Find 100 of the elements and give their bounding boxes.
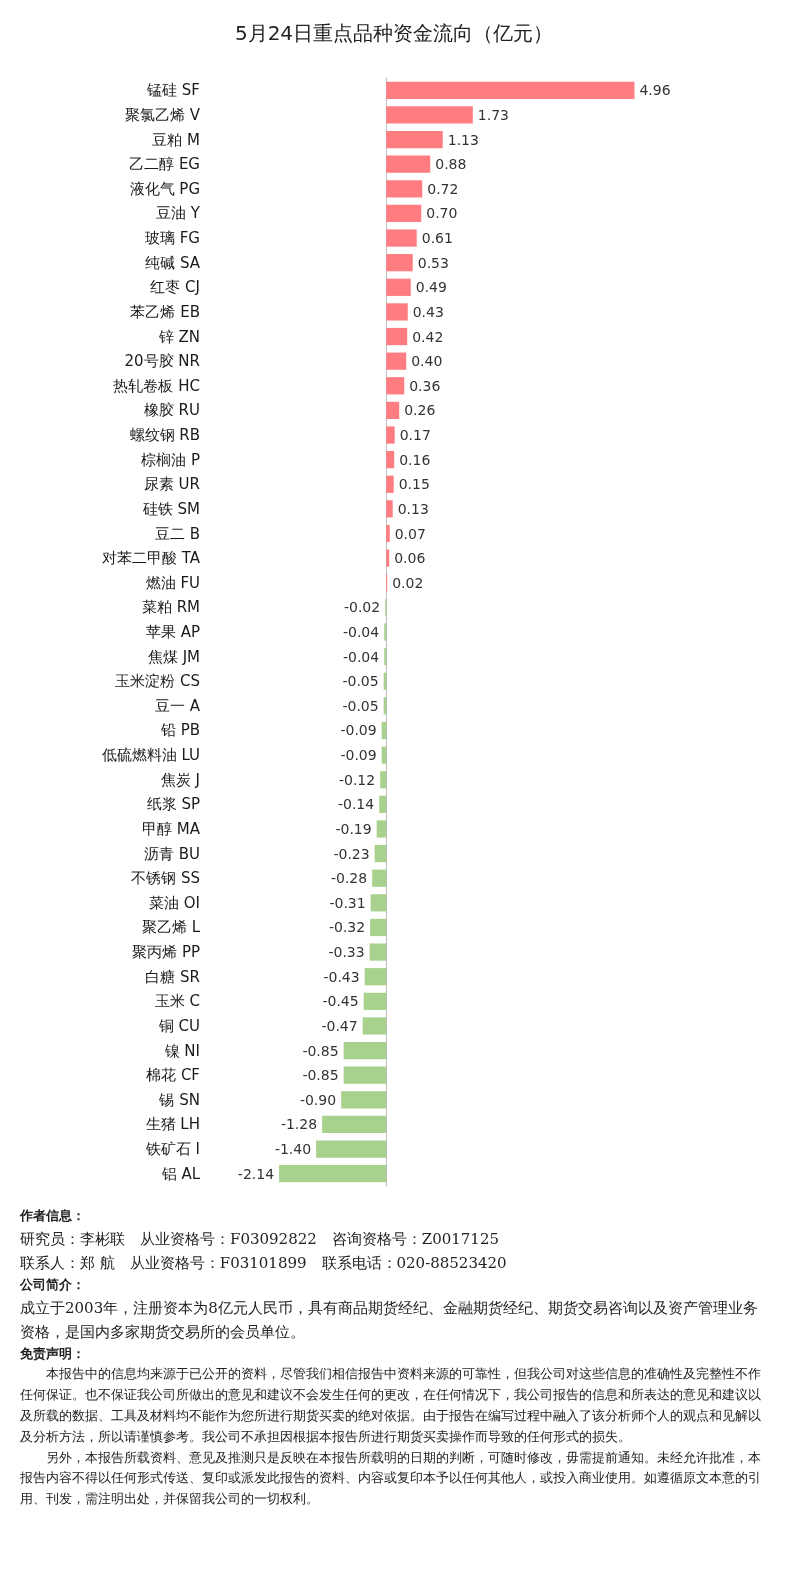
- bar: [384, 648, 387, 666]
- y-tick-label: 橡胶 RU: [143, 401, 200, 420]
- data-label: -0.47: [321, 1017, 358, 1034]
- data-label: -0.14: [337, 796, 375, 813]
- data-label: 1.73: [477, 106, 509, 123]
- y-tick-label: 纸浆 SP: [146, 795, 200, 814]
- data-label: 0.43: [412, 303, 444, 320]
- bar: [316, 1140, 387, 1158]
- data-label: -0.28: [330, 870, 368, 887]
- bar: [386, 327, 408, 346]
- data-label: 0.36: [409, 377, 441, 394]
- data-label: -0.23: [333, 845, 370, 862]
- text: 本报告中的信息均来源于已公开的资料，尽管我们相信报告中资料来源的可靠性，但我公司对这些信息的准确性及完整性不作任何保证。也不保证我公司所做出的意见和建议不会发生任何的更改，在任何情况下，我公司报告的信息和所表达的意见和建议以及所载的数据、工具及材料均不能作为您所进行期货买卖的绝对依据。由于报告在编写过程中融入了该分析师个人的观点和见解以及分析方法，所以请谨慎参考。我公司不承担因根据本报告所进行期货买卖操作而导致的任何形式的损失。: [20, 1365, 762, 1446]
- data-label: -0.33: [328, 944, 365, 961]
- bar: [386, 106, 473, 124]
- data-label: -0.09: [340, 747, 377, 764]
- y-tick-label: 纯碱 SA: [145, 253, 201, 272]
- data-label: -0.04: [342, 624, 380, 640]
- data-label: -0.31: [329, 894, 366, 911]
- data-label: 0.49: [415, 279, 447, 296]
- data-label: -0.02: [343, 599, 381, 616]
- y-tick-label: 聚氯乙烯 V: [124, 105, 201, 124]
- data-label: -1.28: [280, 1116, 318, 1133]
- y-tick-label: 锡 SN: [158, 1090, 200, 1109]
- bar: [362, 1017, 387, 1035]
- data-label: 0.72: [427, 180, 459, 197]
- y-tick-label: 豆油 Y: [156, 204, 201, 223]
- data-label: -0.12: [338, 771, 376, 788]
- text: 联系人：郑 航 从业资格号：F03101899 联系电话：020-88523420: [20, 1252, 508, 1274]
- text: 成立于2003年，注册资本为8亿元人民币，具有商品期货经纪、金融期货经纪、期货交易咨询以及资产管理业务资格，是国内多家期货交易所的会员单位。: [20, 1297, 759, 1343]
- data-label: 1.13: [447, 131, 479, 148]
- bar: [279, 1165, 387, 1183]
- data-label: -2.14: [237, 1165, 275, 1182]
- data-label: -0.05: [342, 697, 379, 714]
- bar: [386, 204, 422, 223]
- data-label: -0.05: [342, 673, 379, 690]
- chart-title: 5月24日重点品种资金流向（亿元）: [234, 21, 554, 45]
- text: 研究员：李彬联 从业资格号：F03092822 咨询资格号：Z0017125: [20, 1228, 500, 1250]
- y-tick-label: 对苯二甲酸 TA: [101, 549, 201, 568]
- y-tick-label: 苹果 AP: [145, 623, 200, 641]
- data-label: -0.45: [322, 993, 359, 1010]
- y-tick-label: 铅 PB: [159, 721, 200, 740]
- bar: [386, 426, 395, 444]
- bar: [386, 377, 405, 395]
- data-label: -0.09: [340, 722, 377, 739]
- y-tick-label: 镍 NI: [163, 1041, 200, 1060]
- y-tick-label: 红枣 CJ: [150, 278, 200, 297]
- y-tick-label: 聚丙烯 PP: [132, 943, 200, 962]
- bar: [386, 180, 423, 198]
- y-tick-label: 豆二 B: [154, 524, 200, 543]
- bar: [386, 130, 443, 149]
- bar: [369, 943, 387, 961]
- y-tick-label: 焦炭 J: [160, 770, 200, 789]
- y-tick-label: 沥青 BU: [143, 844, 200, 863]
- y-tick-label: 螺纹钢 RB: [129, 426, 200, 445]
- bar: [386, 451, 395, 469]
- data-label: 0.42: [412, 328, 444, 345]
- text: 公司简介：: [20, 1275, 86, 1294]
- data-label: 0.16: [399, 451, 431, 468]
- data-label: -0.90: [299, 1091, 337, 1108]
- bar: [386, 549, 390, 567]
- text: 免责声明：: [20, 1344, 86, 1363]
- bar: [374, 844, 387, 863]
- y-tick-label: 硅铁 SM: [141, 499, 200, 518]
- data-label: 0.70: [426, 205, 458, 222]
- y-tick-label: 锌 ZN: [157, 327, 200, 346]
- bar: [322, 1115, 387, 1134]
- y-tick-label: 生猪 LH: [145, 1115, 200, 1134]
- bar: [386, 352, 407, 370]
- y-tick-label: 铁矿石 I: [144, 1140, 200, 1159]
- y-tick-label: 棉花 CF: [146, 1066, 200, 1085]
- bar: [380, 771, 387, 789]
- bar: [370, 918, 387, 937]
- y-tick-label: 白糖 SR: [145, 967, 200, 986]
- data-label: 0.88: [435, 156, 467, 173]
- data-label: 0.61: [421, 230, 453, 247]
- text: 作者信息：: [20, 1207, 86, 1225]
- data-label: 0.07: [394, 525, 426, 542]
- bar: [386, 278, 411, 296]
- y-tick-label: 低硫燃料油 LU: [101, 746, 200, 765]
- data-label: 0.17: [399, 427, 431, 444]
- y-tick-label: 棕榈油 P: [141, 450, 200, 469]
- bar: [363, 992, 387, 1010]
- data-label: -0.04: [342, 648, 380, 665]
- bar: [370, 894, 387, 912]
- y-tick-label: 豆粕 M: [152, 130, 200, 149]
- data-label: -0.85: [302, 1042, 339, 1059]
- y-tick-label: 菜油 OI: [149, 893, 200, 912]
- data-label: -1.40: [274, 1141, 312, 1158]
- bar: [376, 820, 387, 838]
- data-label: 0.06: [394, 550, 426, 567]
- y-tick-label: 苯乙烯 EB: [130, 302, 200, 321]
- y-tick-label: 铝 AL: [160, 1164, 201, 1183]
- y-tick-label: 燃油 FU: [145, 573, 200, 592]
- y-tick-label: 玻璃 FG: [144, 229, 200, 248]
- bar: [343, 1041, 387, 1060]
- y-tick-label: 聚乙烯 L: [141, 918, 201, 937]
- bar: [381, 746, 387, 764]
- y-tick-label: 铜 CU: [157, 1016, 200, 1035]
- data-label: 0.15: [398, 476, 430, 493]
